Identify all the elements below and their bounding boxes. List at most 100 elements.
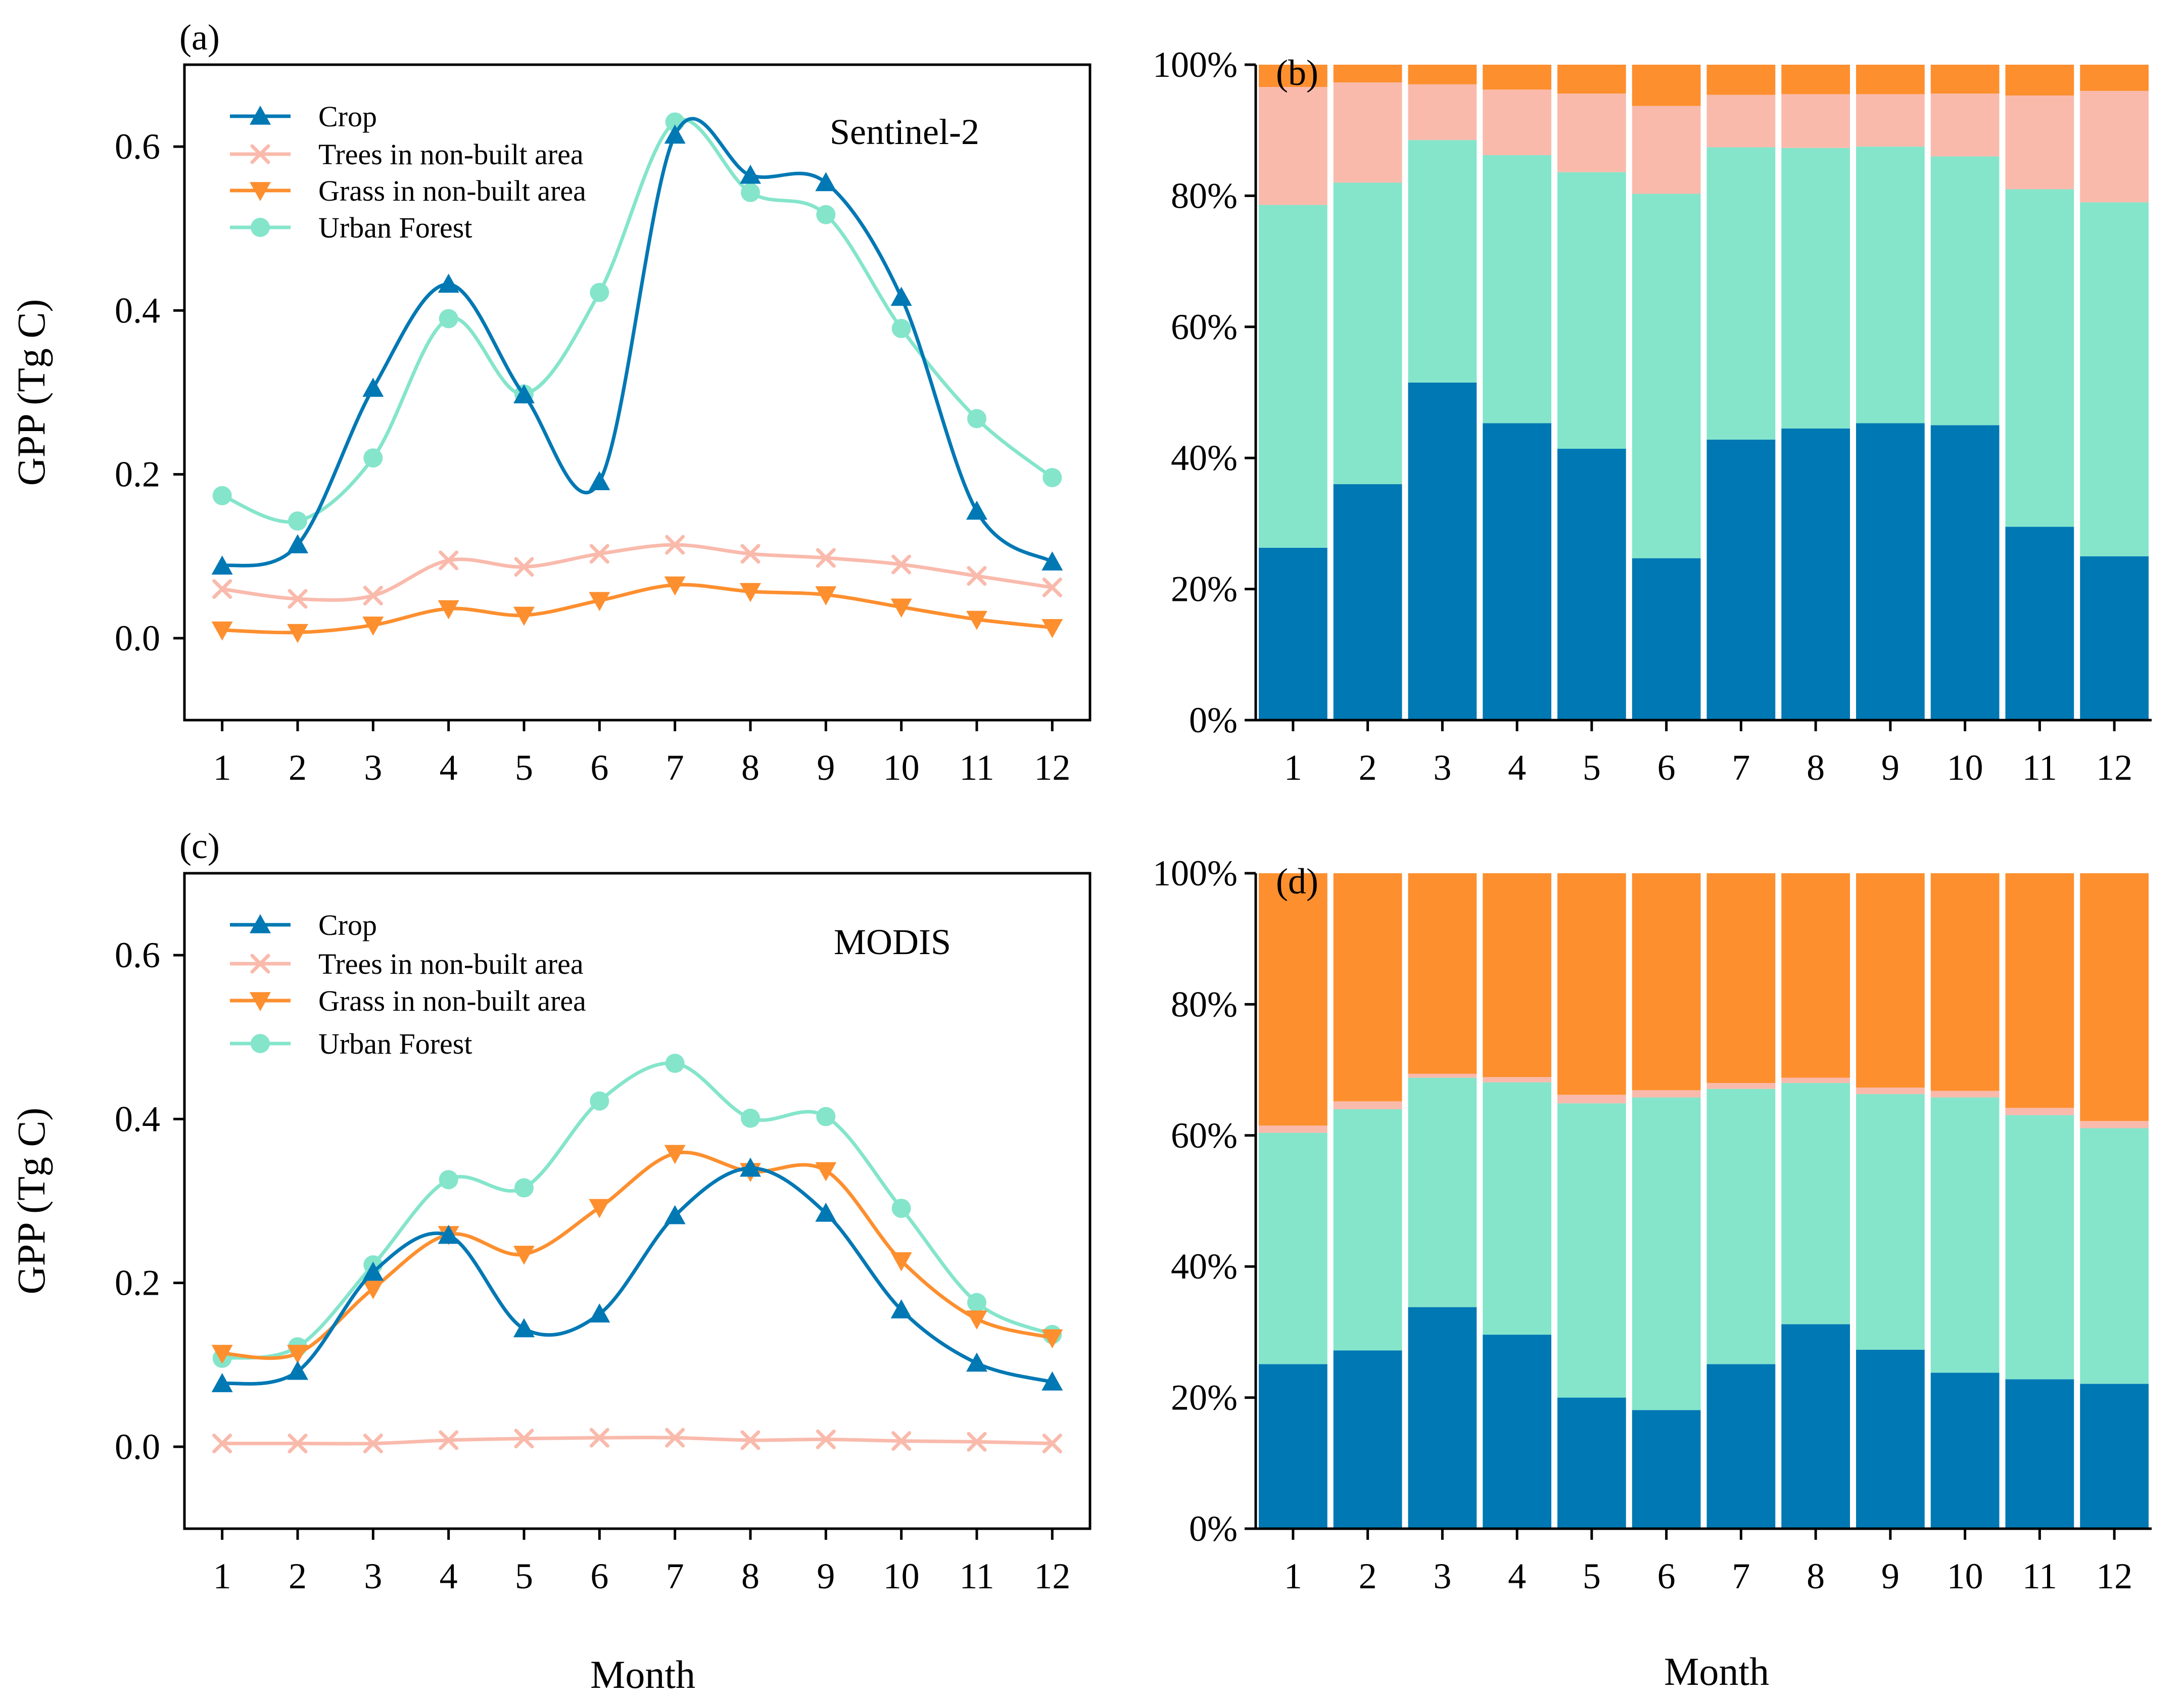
bar-segment-grass [2080, 65, 2149, 91]
series-line-trees [222, 543, 1053, 602]
data-point-urban [891, 1199, 911, 1218]
x-tick-label: 7 [666, 747, 684, 788]
x-tick-label: 1 [213, 1556, 231, 1596]
bar-segment-trees [1557, 1095, 1626, 1104]
data-point-crop [890, 287, 912, 306]
legend-label-crop: Crop [318, 909, 377, 941]
x-tick-label: 5 [1583, 747, 1601, 788]
x-tick-label: 10 [883, 747, 920, 788]
bar-segment-grass [1856, 65, 1925, 94]
bar-segment-grass [2005, 65, 2074, 96]
bar-segment-trees [1781, 1077, 1850, 1083]
legend-marker-urban [251, 218, 270, 237]
data-point-grass [589, 592, 610, 611]
x-tick-label: 12 [1034, 1556, 1070, 1596]
bar-segment-grass [1483, 873, 1551, 1077]
bar-segment-grass [1781, 873, 1850, 1078]
data-point-crop [589, 471, 610, 491]
data-point-trees [288, 1433, 308, 1453]
data-point-crop [740, 164, 761, 184]
data-point-crop [589, 1303, 610, 1323]
data-point-trees [891, 1431, 912, 1451]
x-tick-label: 4 [440, 1556, 458, 1596]
bar-segment-grass [1259, 873, 1327, 1126]
data-point-urban [514, 1178, 534, 1198]
bar-segment-trees [1333, 82, 1402, 183]
data-point-grass [1041, 1329, 1063, 1349]
panel-label: (a) [179, 17, 220, 58]
data-point-urban [891, 319, 911, 339]
bar-segment-crop [2005, 1379, 2074, 1529]
data-point-crop [740, 1157, 761, 1177]
bar-segment-trees [2005, 95, 2074, 190]
bar-segment-trees [2005, 1108, 2074, 1115]
data-point-crop [287, 534, 308, 553]
x-tick-label: 2 [289, 747, 307, 788]
bar-segment-trees [1632, 1090, 1701, 1098]
bar-segment-crop [1333, 484, 1402, 720]
bar-segment-trees [1408, 84, 1477, 140]
legend-marker-trees [250, 144, 270, 164]
x-tick-label: 11 [2022, 1556, 2057, 1596]
data-point-trees [589, 1428, 609, 1448]
data-point-grass [1041, 619, 1063, 638]
data-point-urban [816, 205, 836, 224]
data-point-urban [665, 1054, 685, 1073]
bar-segment-urban [1706, 1089, 1776, 1364]
y-tick-label: 0% [1189, 1508, 1238, 1549]
legend-marker-grass [250, 182, 271, 201]
bar-segment-grass [1408, 873, 1477, 1074]
bar-segment-urban [1408, 140, 1477, 383]
x-tick-label: 10 [883, 1556, 920, 1596]
x-tick-label: 12 [2096, 1556, 2132, 1596]
data-point-crop [815, 172, 837, 192]
data-point-trees [363, 586, 383, 606]
bar-segment-urban [1483, 155, 1551, 423]
data-point-grass [211, 1345, 233, 1364]
bottom-left-xlabel: Month [590, 1652, 695, 1696]
x-tick-label: 11 [959, 1556, 994, 1596]
y-tick-label: 0.6 [115, 935, 160, 975]
bar-segment-crop [1930, 425, 2000, 720]
data-point-urban [288, 511, 307, 531]
bar-segment-urban [2005, 189, 2074, 527]
data-point-crop [513, 384, 535, 404]
x-tick-label: 10 [1947, 1556, 1983, 1596]
bar-segment-trees [1856, 1088, 1925, 1095]
plot-frame [183, 63, 1091, 722]
bar-segment-trees [1557, 93, 1626, 172]
x-tick-label: 9 [1881, 1556, 1900, 1596]
y-tick-label: 0.0 [115, 618, 160, 658]
bar-segment-crop [2080, 556, 2149, 720]
bar-segment-crop [1408, 1307, 1477, 1529]
bar-segment-crop [1706, 439, 1776, 720]
y-tick-label: 0.4 [115, 1099, 160, 1139]
plot-frame [183, 872, 1091, 1530]
bar-segment-trees [1930, 93, 2000, 157]
bar-segment-urban [2005, 1115, 2074, 1380]
x-tick-label: 4 [440, 747, 458, 788]
series-line-trees [222, 1436, 1053, 1446]
bar-segment-crop [1333, 1350, 1402, 1529]
bar-segment-grass [1930, 873, 2000, 1091]
x-tick-label: 3 [1433, 747, 1451, 788]
bar-segment-urban [1408, 1077, 1477, 1307]
y-tick-label: 0.4 [115, 290, 160, 330]
bar-segment-grass [1856, 873, 1925, 1088]
data-point-trees [439, 1430, 459, 1450]
bar-segment-urban [1781, 1083, 1850, 1325]
data-point-crop [211, 555, 233, 575]
data-point-trees [740, 1430, 761, 1450]
bar-segment-urban [1930, 1097, 2000, 1373]
legend-label-urban: Urban Forest [318, 1027, 472, 1060]
data-point-trees [665, 535, 685, 555]
data-point-urban [741, 182, 760, 202]
x-tick-label: 6 [1657, 747, 1676, 788]
bar-segment-trees [1408, 1073, 1477, 1078]
bar-segment-grass [1483, 65, 1551, 90]
panel-b-stacked-bar-chart: 1 2 3 4 5 6 7 8 9 10 11 120%20%40%60%80%100% (b) [1153, 44, 2152, 788]
bar-segment-trees [2080, 90, 2149, 203]
legend-marker-crop [250, 106, 271, 125]
legend-marker-trees [250, 954, 270, 974]
data-point-grass [815, 586, 837, 605]
